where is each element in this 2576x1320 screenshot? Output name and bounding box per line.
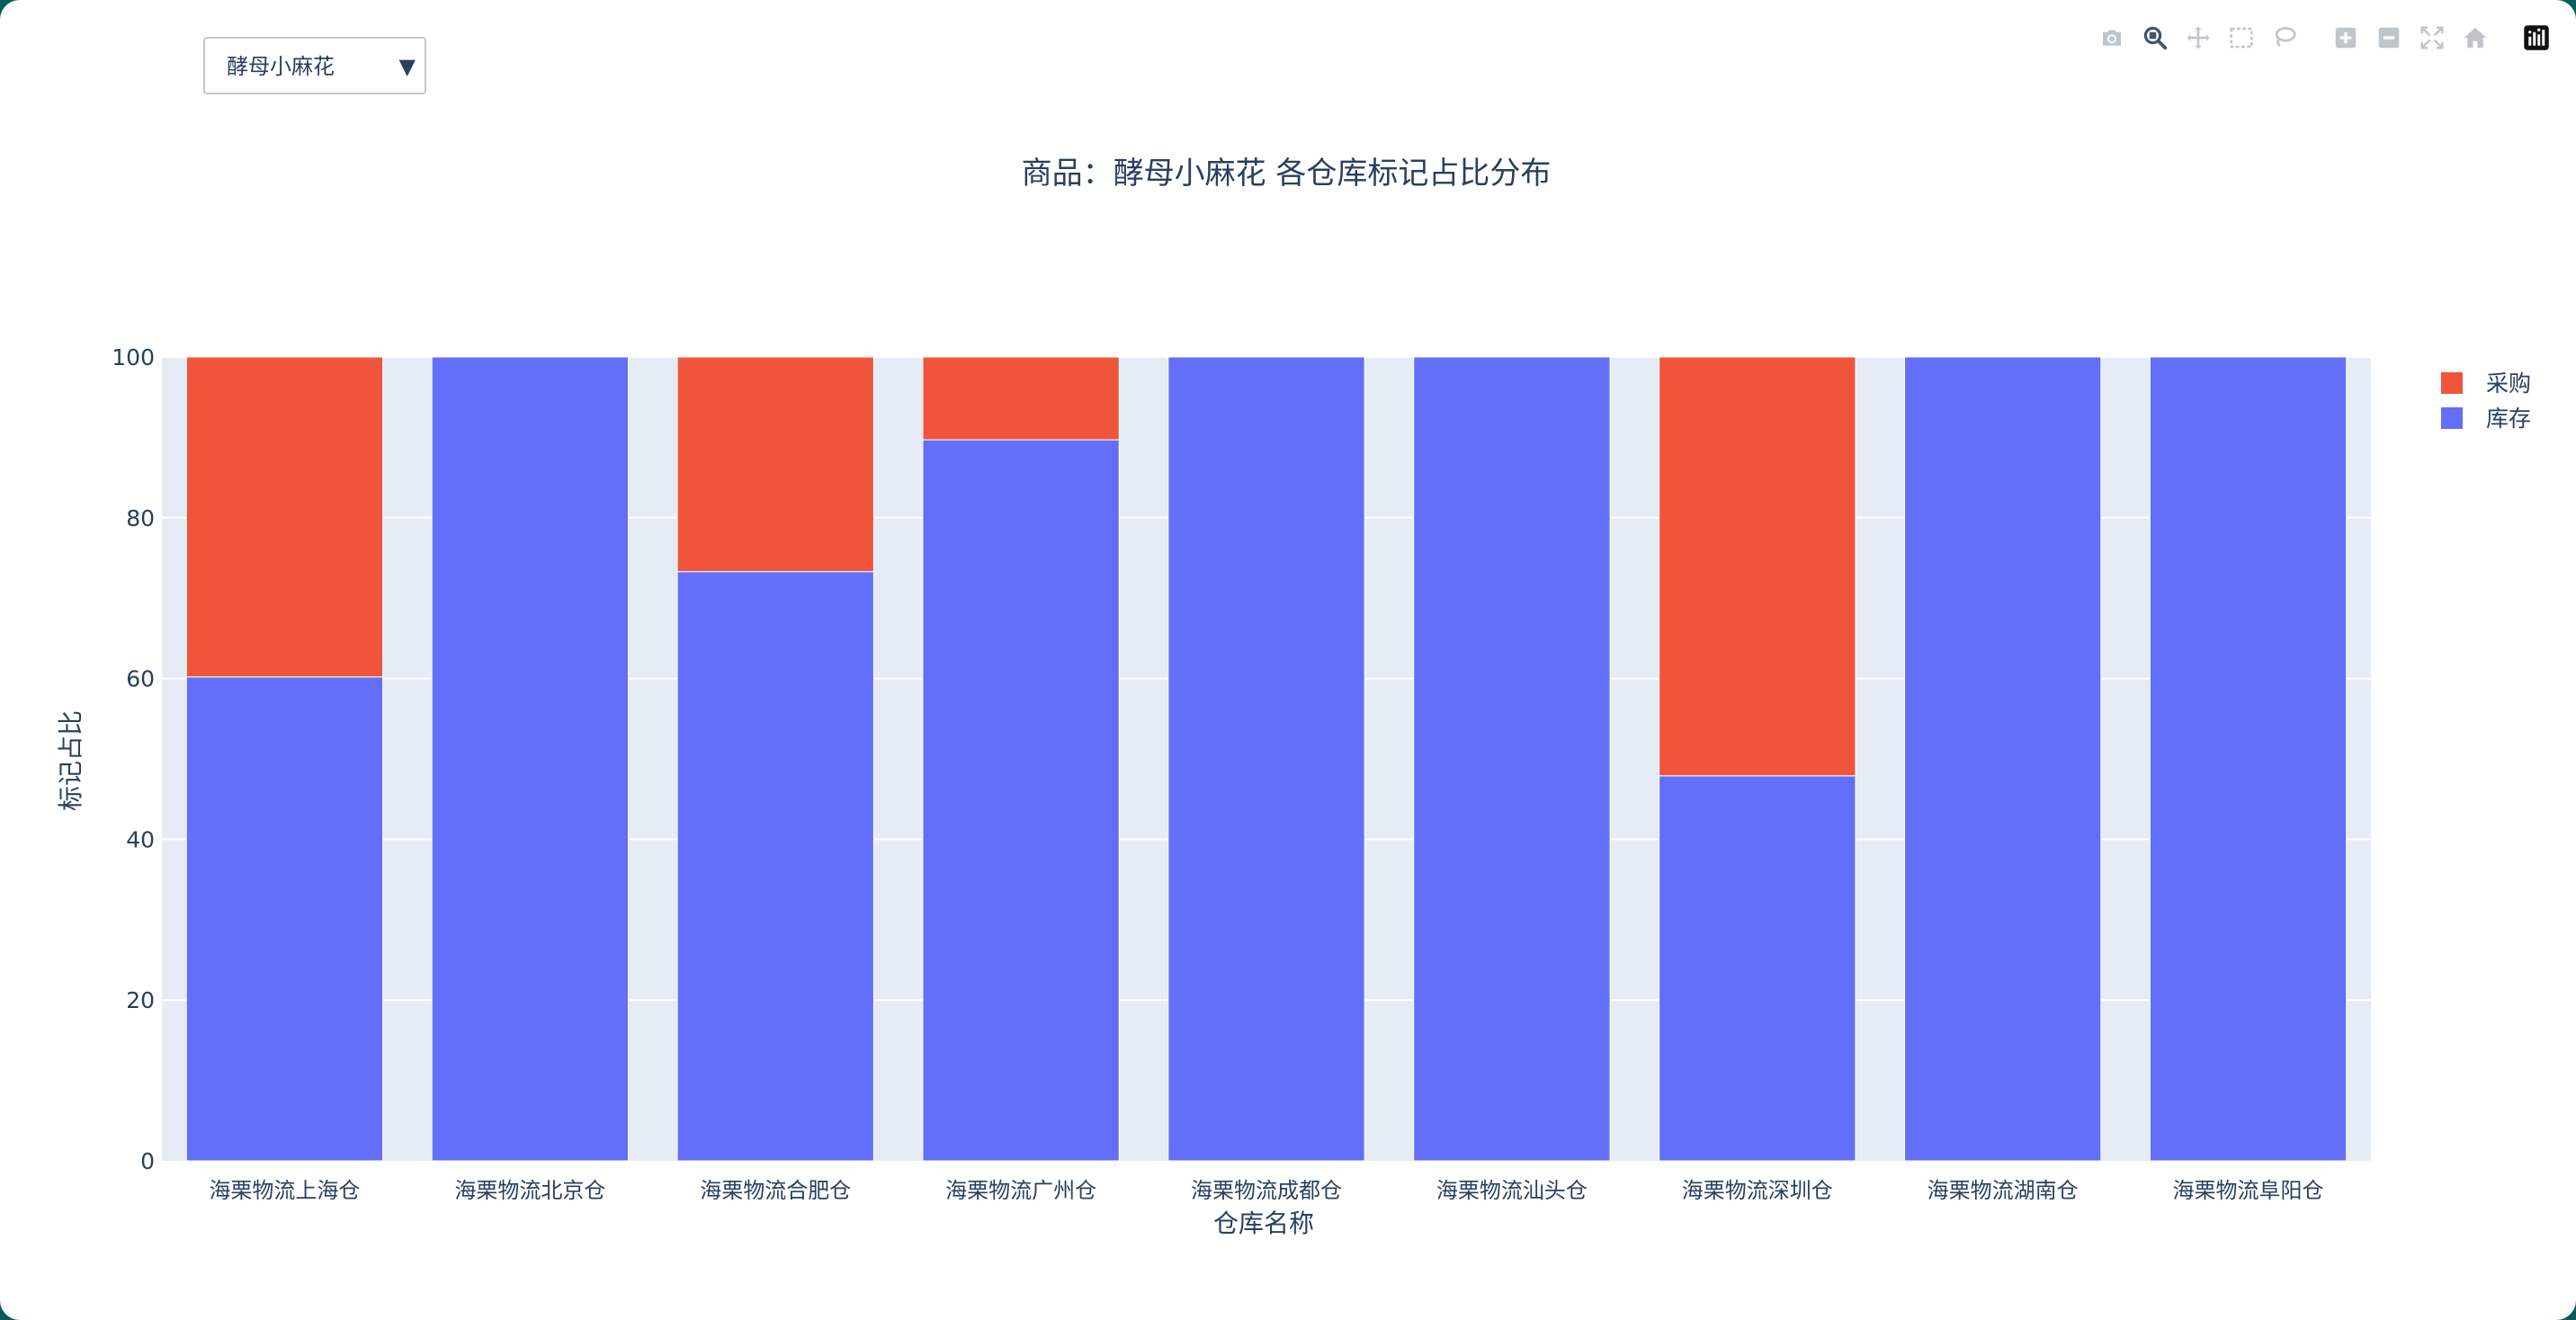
bar-stock-0[interactable] (185, 676, 384, 1162)
x-tick-label: 海栗物流广州仓 (945, 1178, 1096, 1203)
bar-stock-2[interactable] (676, 571, 874, 1162)
x-axis-title: 仓库名称 (1213, 1209, 1314, 1238)
lasso-icon[interactable] (2270, 23, 2299, 52)
bar-stock-4[interactable] (1167, 356, 1365, 1162)
pan-icon[interactable] (2184, 23, 2213, 52)
legend-swatch-purchase[interactable] (2441, 372, 2463, 394)
plotly-logo-icon[interactable] (2522, 23, 2551, 52)
x-tick-label: 海栗物流成都仓 (1191, 1178, 1342, 1203)
y-tick-label: 100 (112, 344, 155, 370)
legend-label[interactable]: 采购 (2486, 370, 2531, 397)
chevron-down-icon: ▼ (398, 54, 416, 79)
x-tick-label: 海栗物流北京仓 (454, 1178, 605, 1203)
autoscale-icon[interactable] (2418, 23, 2446, 52)
bar-stock-6[interactable] (1659, 775, 1856, 1162)
y-axis-ticks: 0 20 40 60 80 100 (112, 344, 155, 1174)
y-tick-label: 40 (126, 826, 155, 852)
y-tick-label: 80 (126, 505, 155, 531)
bar-stock-1[interactable] (431, 356, 629, 1162)
x-tick-label: 海栗物流深圳仓 (1682, 1178, 1833, 1203)
zoom-out-icon[interactable] (2375, 23, 2403, 52)
y-tick-label: 0 (140, 1148, 155, 1174)
reset-axes-icon[interactable] (2461, 23, 2490, 52)
modebar (2083, 20, 2551, 56)
bar-stock-5[interactable] (1413, 356, 1611, 1162)
x-tick-label: 海栗物流上海仓 (209, 1178, 360, 1203)
product-dropdown[interactable]: 酵母小麻花 ▼ (203, 37, 426, 94)
x-axis-ticks: 海栗物流上海仓 海栗物流北京仓 海栗物流合肥仓 海栗物流广州仓 海栗物流成都仓 海栗物流汕… (209, 1178, 2323, 1203)
camera-icon[interactable] (2097, 23, 2126, 52)
y-tick-label: 60 (126, 666, 155, 692)
bar-stock-8[interactable] (2149, 356, 2348, 1162)
bar-purchase-0[interactable] (185, 356, 384, 678)
legend-label[interactable]: 库存 (2486, 406, 2531, 432)
bar-stock-3[interactable] (922, 439, 1120, 1162)
chart-title: 商品：酵母小麻花 各仓库标记占比分布 (1022, 156, 1552, 192)
x-tick-label: 海栗物流汕头仓 (1436, 1178, 1588, 1203)
y-tick-label: 20 (126, 987, 155, 1013)
bar-purchase-2[interactable] (676, 356, 874, 573)
bar-stock-7[interactable] (1904, 356, 2102, 1162)
x-tick-label: 海栗物流合肥仓 (700, 1178, 851, 1203)
y-axis-title: 标记占比 (56, 710, 85, 811)
bars (185, 356, 2348, 1162)
x-tick-label: 海栗物流湖南仓 (1928, 1178, 2079, 1203)
box-select-icon[interactable] (2227, 23, 2256, 52)
legend-swatch-stock[interactable] (2441, 407, 2463, 429)
zoom-icon[interactable] (2141, 23, 2169, 52)
bar-purchase-3[interactable] (922, 356, 1120, 441)
dropdown-selected-label: 酵母小麻花 (227, 54, 335, 79)
x-tick-label: 海栗物流阜阳仓 (2173, 1178, 2324, 1203)
zoom-in-icon[interactable] (2331, 23, 2360, 52)
bar-purchase-6[interactable] (1659, 356, 1856, 777)
